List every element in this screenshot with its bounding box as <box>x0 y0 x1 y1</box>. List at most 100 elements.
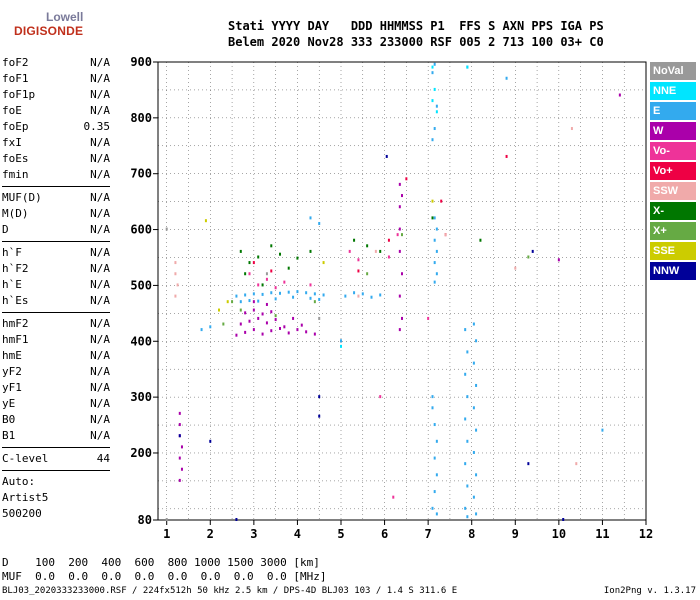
param-name: M(D) <box>2 207 29 220</box>
param-name: Artist5 <box>2 491 49 504</box>
param-name: foE <box>2 104 22 117</box>
data-point <box>464 372 467 376</box>
data-point <box>265 321 268 325</box>
param-separator <box>2 312 110 313</box>
data-point <box>357 294 360 298</box>
data-point <box>261 332 264 336</box>
data-point <box>472 495 475 499</box>
data-point <box>401 272 403 276</box>
param-row: fmin N/A <box>2 168 110 184</box>
param-value: N/A <box>90 397 110 410</box>
param-name: fmin <box>2 168 29 181</box>
data-point <box>479 238 482 242</box>
param-value: N/A <box>90 223 110 236</box>
data-point <box>435 272 438 276</box>
data-point <box>218 308 220 312</box>
param-name: MUF(D) <box>2 191 42 204</box>
legend-item: W <box>650 122 696 140</box>
data-point <box>431 395 434 399</box>
data-point <box>318 395 321 399</box>
param-row: foF1p N/A <box>2 88 110 104</box>
param-row: foF2 N/A <box>2 56 110 72</box>
legend-item: E <box>650 102 696 120</box>
data-point <box>239 322 242 326</box>
param-name: foF2 <box>2 56 29 69</box>
data-point <box>305 291 308 295</box>
data-point <box>176 283 179 287</box>
x-tick-label: 5 <box>337 527 344 541</box>
header-line-2: Belem 2020 Nov28 333 233000 RSF 005 2 71… <box>228 35 604 49</box>
data-point <box>398 227 401 231</box>
data-point <box>433 127 436 131</box>
legend-item: Vo+ <box>650 162 696 180</box>
param-name: foF1 <box>2 72 29 85</box>
x-tick-label: 10 <box>552 527 566 541</box>
param-value: N/A <box>90 381 110 394</box>
data-point <box>252 300 255 304</box>
data-point <box>270 291 273 295</box>
data-point <box>379 293 382 297</box>
data-point <box>357 269 360 273</box>
param-row: yE N/A <box>2 397 110 413</box>
param-name: h`F <box>2 246 22 259</box>
station-header: Stati YYYY DAY DDD HHMMSS P1 FFS S AXN P… <box>228 18 604 50</box>
param-row: B1 N/A <box>2 429 110 445</box>
data-point <box>340 339 342 343</box>
param-value: N/A <box>90 278 110 291</box>
data-point <box>385 154 388 158</box>
data-point <box>322 293 325 297</box>
data-point <box>257 316 260 320</box>
data-point <box>318 221 321 225</box>
logo-digisonde: DIGISONDE <box>14 24 84 38</box>
data-point <box>174 294 177 298</box>
y-tick-label: 400 <box>130 334 152 348</box>
param-value: N/A <box>90 88 110 101</box>
data-point <box>257 283 260 287</box>
data-point <box>270 269 273 273</box>
data-point <box>231 300 234 304</box>
data-point <box>248 319 251 323</box>
data-point <box>398 182 401 186</box>
data-point <box>466 350 469 354</box>
param-separator <box>2 241 110 242</box>
data-point <box>562 518 565 521</box>
data-point <box>472 406 475 410</box>
data-point <box>252 292 255 296</box>
data-point <box>174 272 177 276</box>
param-value: N/A <box>90 56 110 69</box>
data-point <box>431 199 434 203</box>
logo-lowell: Lowell <box>46 10 84 24</box>
param-name: C-level <box>2 452 49 465</box>
data-point <box>475 512 478 516</box>
param-name: B0 <box>2 413 16 426</box>
param-name: foEs <box>2 152 29 165</box>
param-row: Auto: <box>2 475 110 491</box>
param-row: fxI N/A <box>2 136 110 152</box>
param-name: Auto: <box>2 475 36 488</box>
data-point <box>165 227 168 231</box>
param-row: 500200 <box>2 507 110 523</box>
data-point <box>287 290 290 294</box>
data-point <box>300 323 303 327</box>
data-point <box>274 318 277 322</box>
data-point <box>222 322 225 326</box>
x-tick-label: 8 <box>468 527 475 541</box>
data-point <box>431 99 434 103</box>
data-point <box>392 495 395 499</box>
param-value: 44 <box>96 452 110 465</box>
data-point <box>433 456 436 460</box>
data-point <box>370 295 373 299</box>
param-row: foEs N/A <box>2 152 110 168</box>
data-point <box>464 328 467 332</box>
param-value: N/A <box>90 246 110 259</box>
legend-item: NNE <box>650 82 696 100</box>
data-point <box>248 299 251 303</box>
param-row: h`F2 N/A <box>2 262 110 278</box>
data-point <box>270 310 273 314</box>
data-point <box>464 462 467 466</box>
data-point <box>313 292 316 296</box>
param-value: N/A <box>90 168 110 181</box>
data-point <box>435 512 438 516</box>
data-point <box>274 286 277 290</box>
param-row: Artist5 <box>2 491 110 507</box>
